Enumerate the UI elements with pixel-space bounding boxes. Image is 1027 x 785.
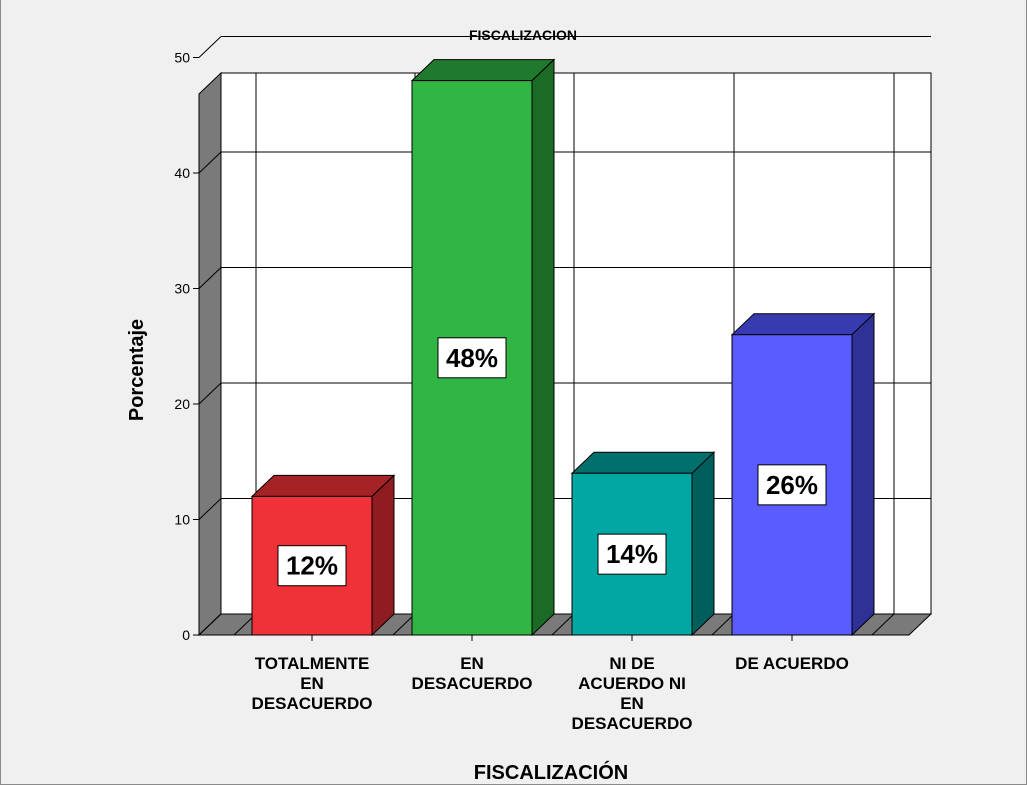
x-tick-label-line: ACUERDO NI	[578, 674, 686, 693]
data-label: 14%	[606, 539, 658, 569]
x-tick-label-line: DESACUERDO	[572, 714, 693, 733]
y-tick-label: 20	[174, 396, 190, 412]
y-tick-label: 40	[174, 165, 190, 181]
data-label-box	[277, 545, 347, 587]
x-axis-label: FISCALIZACIÓN	[474, 760, 628, 784]
bar-side-face	[371, 474, 395, 637]
x-tick-label-line: DESACUERDO	[252, 694, 373, 713]
x-tick-label: DE ACUERDO	[735, 654, 849, 673]
gridline-depth	[198, 151, 222, 174]
x-tick-label-line: DE ACUERDO	[735, 654, 849, 673]
bar-side-face	[691, 451, 715, 637]
x-tick-label-line: EN	[620, 694, 644, 713]
gridline-depth	[198, 382, 222, 405]
y-tick-label: 10	[174, 512, 190, 528]
x-tick-label-line: NI DE	[609, 654, 654, 673]
chart-bars	[250, 58, 876, 637]
x-tick-label: EN DESACUERDO	[412, 654, 533, 693]
gridline-depth	[198, 498, 222, 520]
chart-title: FISCALIZACION	[469, 27, 577, 43]
data-label: 12%	[286, 551, 338, 581]
y-axis-label: Porcentaje	[126, 319, 148, 421]
data-label: 26%	[766, 470, 818, 500]
floor-gridline	[871, 613, 895, 636]
gridline-depth	[198, 613, 222, 636]
plot-left-wall	[198, 71, 222, 637]
x-tick-label-line: TOTALMENTE	[255, 654, 370, 673]
data-label-box	[437, 337, 507, 379]
bar-side-face	[851, 312, 875, 637]
bar-top-face	[570, 451, 716, 474]
x-tick-label-line: DESACUERDO	[412, 674, 533, 693]
bar-top-face	[730, 313, 876, 336]
x-tick-label: TOTALMENTE EN DESACUERDO	[252, 654, 373, 713]
floor-gridline	[551, 613, 575, 636]
floor-gridline	[711, 613, 735, 636]
x-tick-label-line: EN	[300, 674, 324, 693]
data-label: 48%	[446, 343, 498, 373]
bar-top-face	[250, 474, 396, 497]
data-label-box	[757, 464, 827, 506]
gridline-depth	[198, 267, 222, 289]
x-tick-label: NI DE ACUERDO NI EN DESACUERDO	[572, 654, 693, 733]
floor-gridline	[392, 613, 416, 636]
y-tick-label: 0	[182, 627, 190, 643]
bar-side-face	[531, 58, 555, 637]
bar-top-face	[410, 59, 556, 82]
y-tick-label: 50	[174, 50, 190, 66]
x-tick-label-line: EN	[460, 654, 484, 673]
data-label-box	[597, 533, 667, 575]
gridline-depth	[198, 36, 222, 58]
y-tick-label: 30	[174, 281, 190, 297]
